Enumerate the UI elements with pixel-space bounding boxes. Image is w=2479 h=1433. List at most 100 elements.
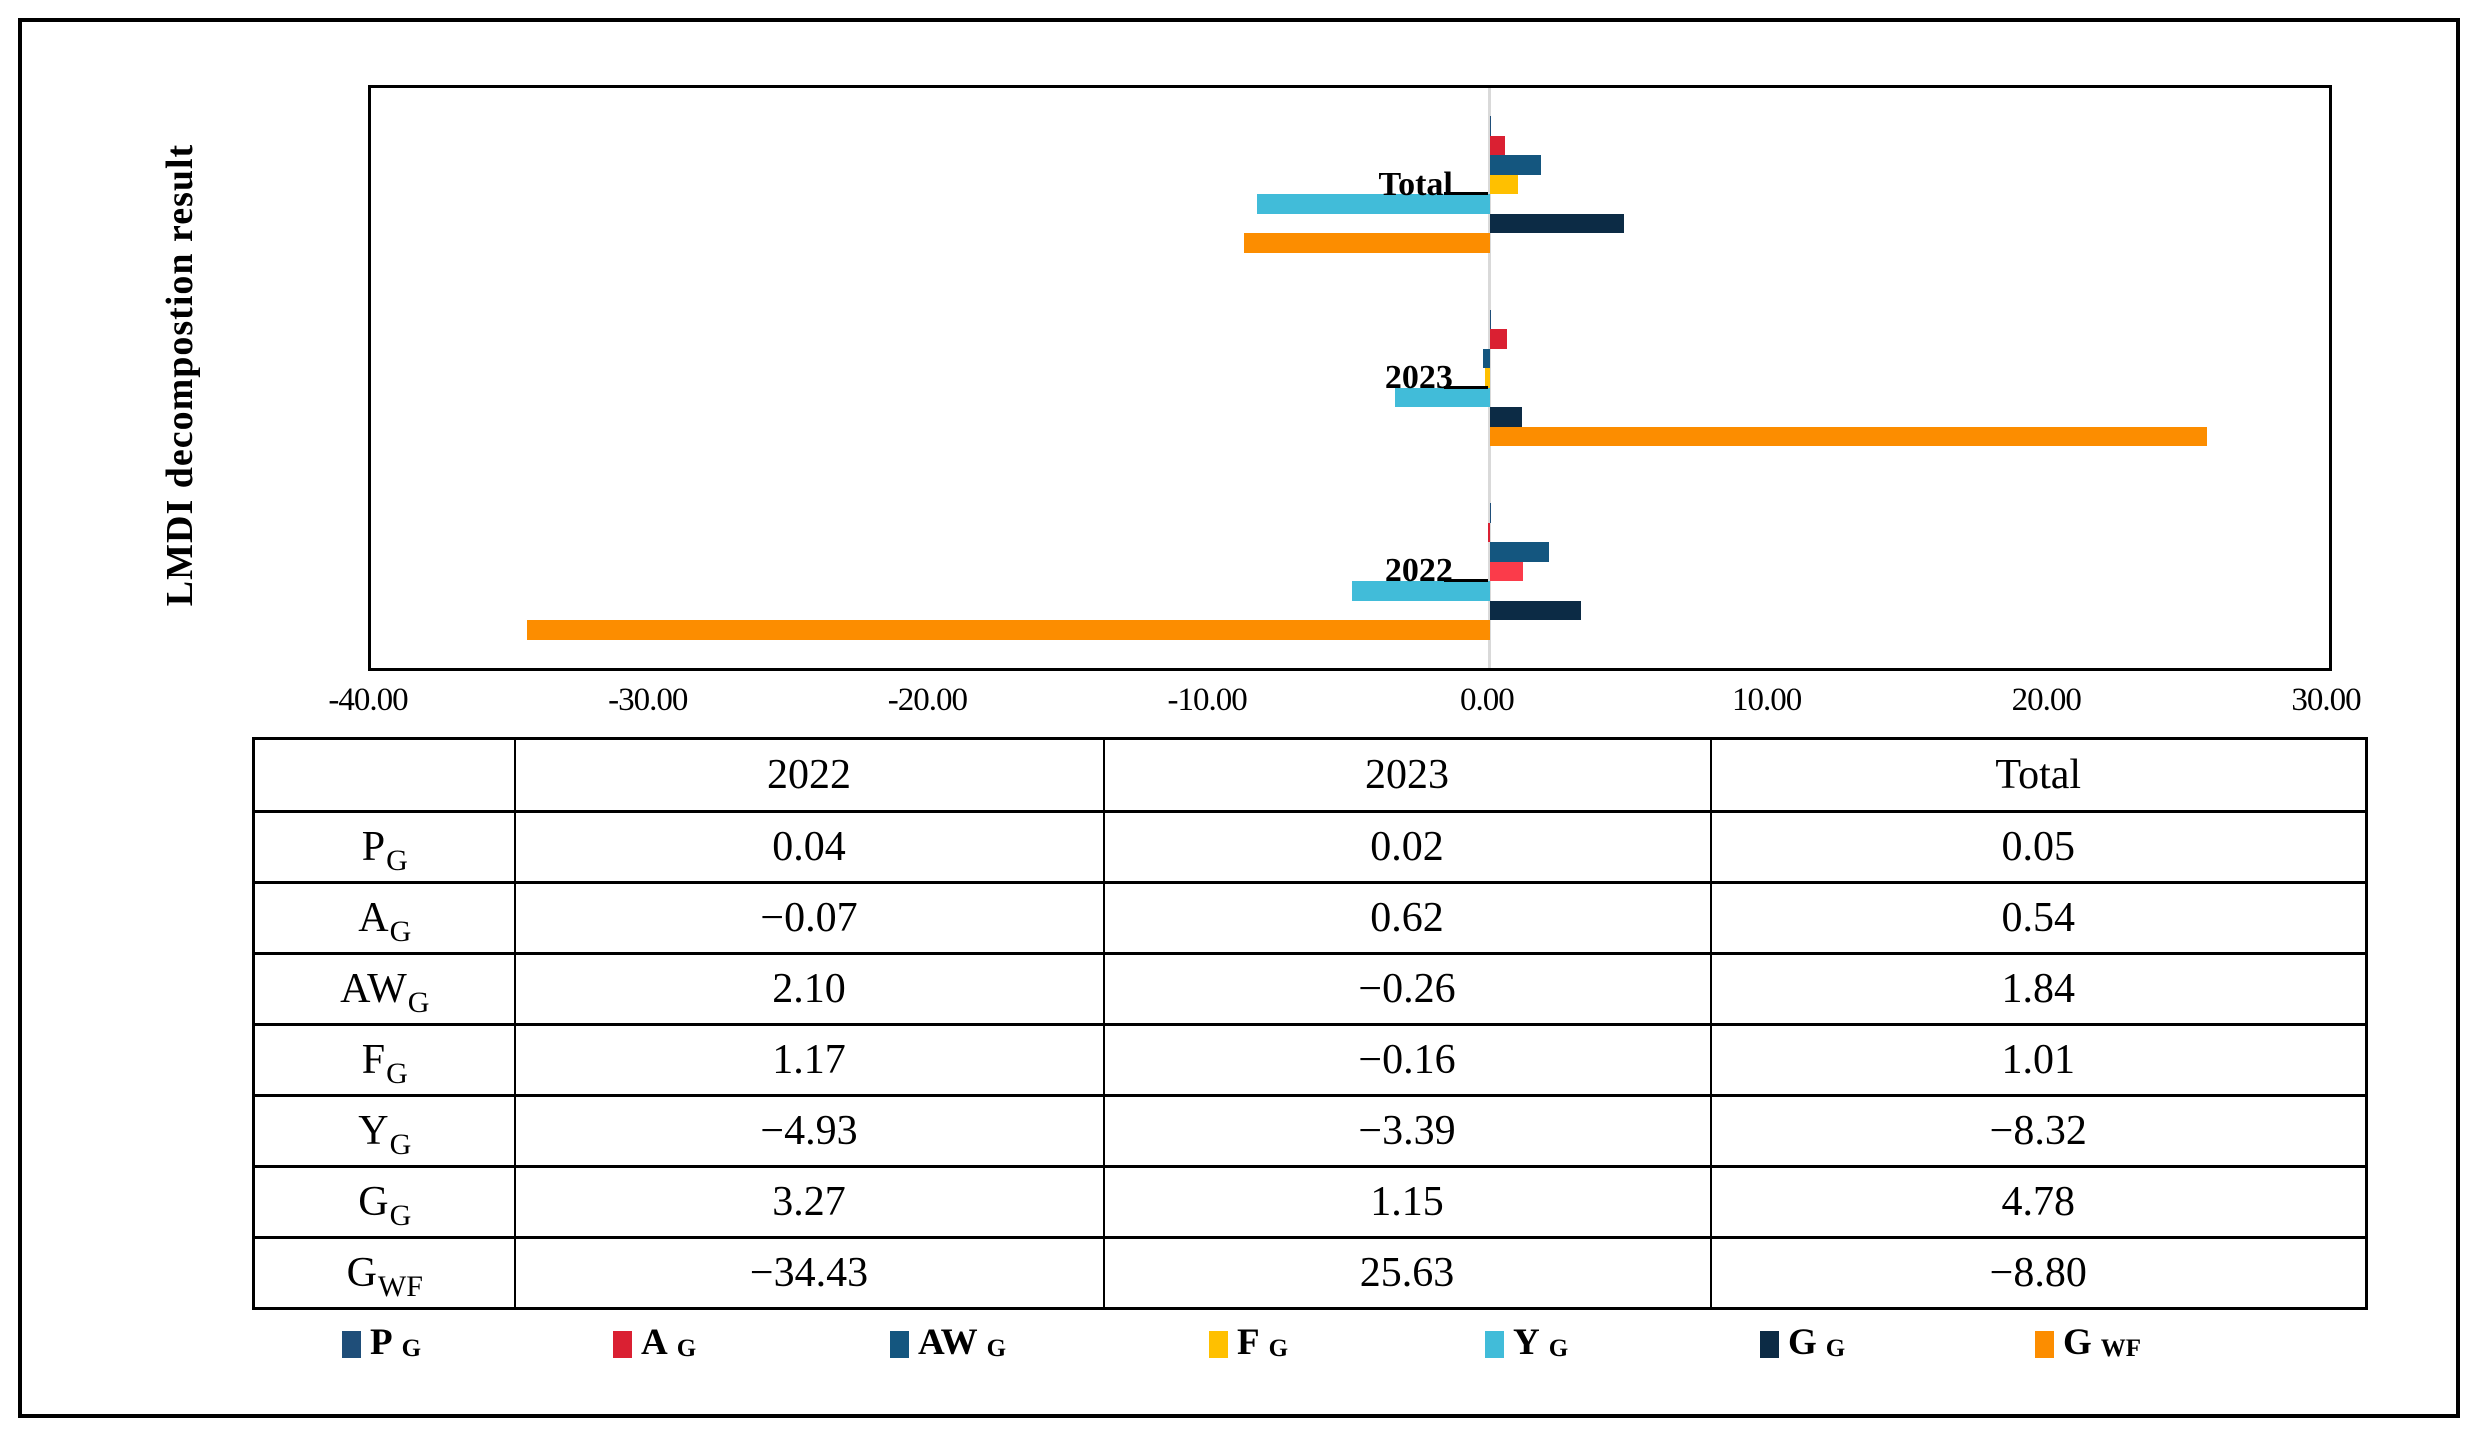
legend-swatch-AW_G: [890, 1330, 909, 1358]
table-cell: 1.17: [513, 1023, 1105, 1097]
table-row-label: AG: [252, 881, 516, 955]
bar-Total-P_G: [1489, 116, 1492, 136]
legend-label: AW G: [918, 1321, 1007, 1363]
bar-2023-Y_G: [1395, 387, 1490, 408]
results-table: 2022 2023 Total PG 0.04 0.02 0.05 AG −0.07 0.62 0…: [252, 737, 2368, 1310]
table-cell: −0.26: [1102, 952, 1712, 1026]
legend: P G A G AW G F G Y G G G G WF: [0, 1322, 2479, 1382]
table-row: GG 3.27 1.15 4.78: [252, 1165, 2368, 1239]
table-cell: 0.04: [513, 810, 1105, 884]
x-tick-label: 30.00: [2291, 682, 2361, 718]
x-axis-tick-labels: -40.00 -30.00 -20.00 -10.00 0.00 10.00 20.00 30…: [328, 682, 2361, 726]
x-tick-label: 10.00: [1731, 682, 1802, 718]
legend-label: G WF: [2063, 1321, 2142, 1363]
legend-swatch-G_G: [1760, 1330, 1779, 1358]
legend-item-AW_G: AW G: [890, 1322, 1006, 1366]
table-cell: 0.02: [1102, 810, 1712, 884]
bar-2022-G_G: [1489, 600, 1582, 621]
table-row-label: GG: [252, 1165, 516, 1239]
table-cell: 4.78: [1709, 1165, 2368, 1239]
legend-swatch-G_WF: [2035, 1330, 2054, 1358]
table-header-cell: 2022: [513, 737, 1105, 813]
table-row-label: FG: [252, 1023, 516, 1097]
table-cell: −4.93: [513, 1094, 1105, 1168]
bar-2023-F_G: [1485, 368, 1490, 388]
legend-swatch-P_G: [342, 1330, 361, 1358]
legend-swatch-Y_G: [1485, 1330, 1504, 1358]
category-label-2022: 2022: [1384, 552, 1453, 590]
table-cell: 1.01: [1709, 1023, 2368, 1097]
table-cell: −8.80: [1709, 1236, 2368, 1310]
x-tick-label: -10.00: [1167, 682, 1248, 718]
table-cell: 3.27: [513, 1165, 1105, 1239]
table-header-cell: 2023: [1102, 737, 1712, 813]
category-leader-line: [1443, 385, 1488, 389]
y-axis-title-text: LMDI decompostion result: [159, 143, 202, 607]
x-tick-label: 20.00: [2011, 682, 2082, 718]
table-row-label: YG: [252, 1094, 516, 1168]
bar-Total-A_G: [1489, 135, 1505, 156]
bar-Total-G_G: [1489, 213, 1624, 234]
bar-2022-F_G: [1489, 561, 1523, 582]
category-label-2023: 2023: [1384, 359, 1453, 396]
category-label-Total: Total: [1378, 165, 1453, 203]
table-cell: −0.16: [1102, 1023, 1712, 1097]
table-cell: 0.62: [1102, 881, 1712, 955]
legend-item-G_WF: G WF: [2035, 1322, 2141, 1366]
bar-Total-Y_G: [1257, 194, 1490, 214]
table-cell: −8.32: [1709, 1094, 2368, 1168]
table-row: AWG 2.10 −0.26 1.84: [252, 952, 2368, 1026]
x-tick-label: -30.00: [608, 682, 688, 718]
table-corner-cell: [252, 737, 516, 813]
bar-2022-P_G: [1489, 503, 1491, 523]
x-tick-label: 0.00: [1459, 682, 1515, 718]
table-row: GWF −34.43 25.63 −8.80: [252, 1236, 2368, 1310]
bar-2022-G_WF: [526, 620, 1490, 640]
category-leader-line: [1443, 579, 1488, 583]
bar-2022-Y_G: [1351, 581, 1490, 601]
bar-2023-G_WF: [1489, 426, 2207, 447]
table-row-label: AWG: [252, 952, 516, 1026]
table-cell: 0.05: [1709, 810, 2368, 884]
bar-2022-AW_G: [1489, 542, 1549, 562]
bar-Total-G_WF: [1243, 233, 1490, 253]
table-row-label: GWF: [252, 1236, 516, 1310]
table-cell: 1.15: [1102, 1165, 1712, 1239]
table-row: AG −0.07 0.62 0.54: [252, 881, 2368, 955]
chart-plot-area: Total 2023 2022: [368, 85, 2332, 671]
table-row: YG −4.93 −3.39 −8.32: [252, 1094, 2368, 1168]
table-cell: 1.84: [1709, 952, 2368, 1026]
zero-axis-line: [1488, 88, 1492, 668]
table-row-label: PG: [252, 810, 516, 884]
table-row: PG 0.04 0.02 0.05: [252, 810, 2368, 884]
bar-2023-G_G: [1489, 407, 1522, 427]
table-cell: −3.39: [1102, 1094, 1712, 1168]
table-cell: −34.43: [513, 1236, 1105, 1310]
bar-2022-A_G: [1487, 522, 1490, 543]
table-cell: −0.07: [513, 881, 1105, 955]
table-cell: 25.63: [1102, 1236, 1712, 1310]
bar-Total-AW_G: [1489, 155, 1542, 175]
x-tick-label: -20.00: [887, 682, 968, 718]
y-axis-title: LMDI decompostion result: [60, 85, 300, 665]
category-leader-line: [1443, 192, 1488, 196]
legend-swatch-A_G: [613, 1330, 632, 1358]
bar-Total-F_G: [1489, 174, 1519, 195]
x-tick-label: -40.00: [328, 682, 408, 718]
bar-2023-P_G: [1489, 309, 1491, 330]
table-header-row: 2022 2023 Total: [252, 737, 2368, 813]
bar-2023-A_G: [1489, 329, 1508, 349]
table-cell: 2.10: [513, 952, 1105, 1026]
table-cell: 0.54: [1709, 881, 2368, 955]
